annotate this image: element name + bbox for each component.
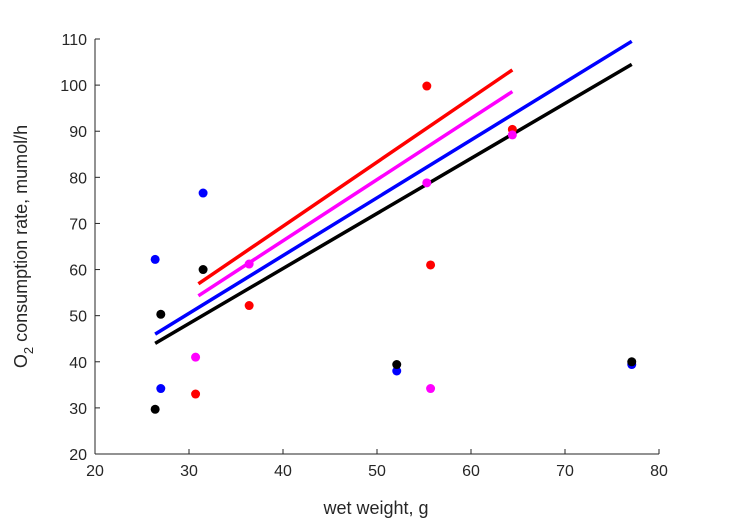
x-ticks: 20 30 40 50 60 70 80 bbox=[86, 449, 668, 480]
y-axis-label-base: O bbox=[11, 354, 31, 368]
data-point bbox=[150, 254, 160, 264]
data-point bbox=[426, 384, 436, 394]
y-tick-label: 70 bbox=[69, 216, 87, 233]
fit-line bbox=[154, 62, 633, 345]
x-tick-label: 70 bbox=[556, 463, 574, 480]
fit-line bbox=[154, 39, 633, 336]
y-tick-label: 80 bbox=[69, 170, 87, 187]
y-tick-label: 100 bbox=[60, 78, 87, 95]
x-tick-label: 80 bbox=[650, 463, 668, 480]
x-tick-label: 50 bbox=[368, 463, 386, 480]
x-tick-label: 60 bbox=[462, 463, 480, 480]
y-tick-label: 20 bbox=[69, 447, 87, 464]
data-point bbox=[422, 81, 432, 91]
data-point bbox=[392, 360, 402, 370]
data-point bbox=[627, 357, 637, 367]
y-tick-label: 90 bbox=[69, 124, 87, 141]
y-axis-label: O2 consumption rate, mumol/h bbox=[11, 125, 36, 368]
x-axis-label: wet weight, g bbox=[322, 498, 428, 518]
fit-lines bbox=[154, 39, 633, 345]
axes bbox=[94, 39, 659, 455]
data-point bbox=[244, 259, 254, 269]
y-tick-label: 30 bbox=[69, 401, 87, 418]
data-point bbox=[392, 366, 402, 376]
data-point bbox=[244, 301, 254, 311]
data-point bbox=[198, 188, 208, 198]
data-point bbox=[191, 389, 201, 399]
data-point bbox=[156, 384, 166, 394]
y-tick-label: 60 bbox=[69, 263, 87, 280]
data-point bbox=[198, 265, 208, 275]
fit-line bbox=[197, 68, 514, 286]
data-point bbox=[150, 404, 160, 414]
y-tick-label: 40 bbox=[69, 355, 87, 372]
y-axis-label-rest: consumption rate, mumol/h bbox=[11, 125, 31, 347]
y-tick-label: 50 bbox=[69, 309, 87, 326]
data-point bbox=[507, 130, 517, 140]
data-point bbox=[426, 260, 436, 270]
y-tick-label: 110 bbox=[61, 32, 87, 49]
data-points bbox=[150, 81, 637, 414]
data-point bbox=[156, 309, 166, 319]
x-tick-label: 40 bbox=[274, 463, 292, 480]
x-tick-label: 20 bbox=[86, 463, 104, 480]
data-point bbox=[422, 178, 432, 188]
y-ticks: 20 30 40 50 60 70 80 90 100 110 bbox=[60, 32, 100, 464]
y-axis-label-subscript: 2 bbox=[21, 347, 36, 354]
data-point bbox=[191, 352, 201, 362]
x-tick-label: 30 bbox=[180, 463, 198, 480]
